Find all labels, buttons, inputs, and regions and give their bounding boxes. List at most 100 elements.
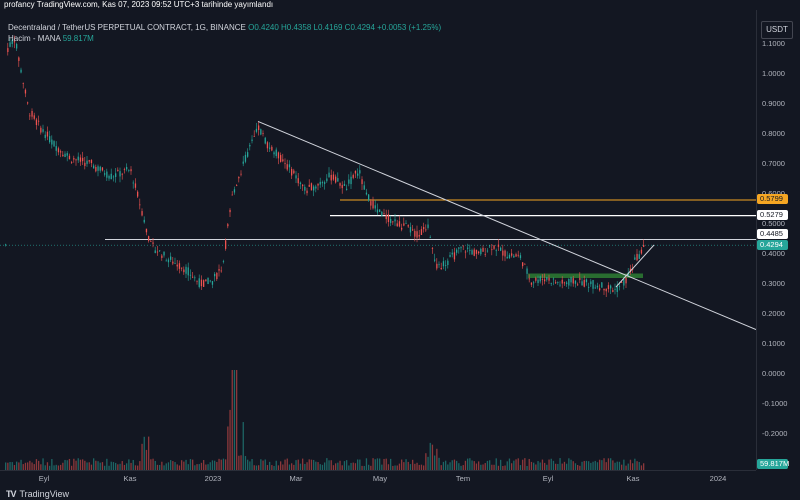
volume-bar bbox=[445, 460, 447, 470]
candle bbox=[383, 213, 385, 214]
candle bbox=[18, 57, 20, 61]
volume-bar bbox=[167, 462, 170, 470]
volume-bar bbox=[40, 464, 42, 470]
candle bbox=[453, 252, 456, 260]
candle bbox=[253, 136, 255, 137]
volume-bar bbox=[137, 465, 139, 470]
candle bbox=[275, 149, 277, 157]
volume-bar bbox=[524, 458, 526, 470]
volume-bar bbox=[304, 463, 306, 470]
volume-bar bbox=[539, 462, 541, 470]
candle bbox=[456, 249, 458, 253]
volume-bar bbox=[403, 462, 405, 470]
time-tick-label: Kas bbox=[123, 474, 137, 483]
candle bbox=[447, 260, 449, 266]
volume-bar bbox=[247, 459, 249, 470]
price-chart[interactable] bbox=[0, 10, 757, 470]
volume-bar bbox=[374, 459, 376, 470]
candle bbox=[434, 259, 436, 261]
volume-bar bbox=[227, 426, 229, 470]
volume-bar bbox=[491, 464, 493, 470]
candle bbox=[563, 282, 566, 284]
volume-bar bbox=[414, 463, 416, 470]
volume-bar bbox=[632, 463, 634, 470]
volume-bar bbox=[220, 459, 222, 470]
volume-bar bbox=[517, 458, 519, 470]
volume-bar bbox=[330, 460, 332, 470]
candle bbox=[295, 175, 297, 179]
candle bbox=[506, 256, 508, 259]
candle bbox=[357, 173, 359, 176]
volume-label[interactable]: Hacim - MANA bbox=[8, 34, 61, 43]
candle bbox=[183, 269, 185, 273]
symbol-title[interactable]: Decentraland / TetherUS PERPETUAL CONTRA… bbox=[8, 23, 246, 32]
volume-bar bbox=[616, 461, 618, 470]
candle bbox=[302, 184, 304, 187]
candle bbox=[425, 229, 427, 231]
candle bbox=[33, 115, 35, 119]
volume-bar bbox=[594, 460, 596, 470]
candle bbox=[310, 183, 313, 191]
volume-bar bbox=[317, 462, 319, 470]
tradingview-logo[interactable]: TV TradingView bbox=[6, 488, 69, 500]
volume-bar bbox=[174, 462, 176, 470]
candle bbox=[398, 221, 401, 227]
volume-bar bbox=[183, 461, 185, 470]
volume-bar bbox=[293, 464, 295, 470]
candle bbox=[101, 167, 104, 171]
candle bbox=[451, 252, 453, 255]
volume-bar bbox=[269, 461, 271, 470]
candle bbox=[317, 183, 319, 186]
candle bbox=[590, 281, 592, 285]
volume-bar bbox=[643, 463, 645, 470]
volume-bar bbox=[115, 462, 117, 470]
candle bbox=[596, 285, 599, 288]
candle bbox=[156, 251, 159, 253]
volume-bar bbox=[86, 462, 88, 470]
candle bbox=[405, 222, 407, 224]
volume-bar bbox=[427, 456, 429, 470]
low-value: L0.4169 bbox=[313, 23, 343, 32]
volume-bar bbox=[126, 463, 128, 470]
volume-bar bbox=[603, 458, 605, 470]
volume-bar bbox=[495, 458, 497, 470]
chart-area[interactable]: Decentraland / TetherUS PERPETUAL CONTRA… bbox=[0, 10, 757, 470]
time-axis[interactable]: Eyl Kas 2023 Mar May Tem Eyl Kas 2024 bbox=[0, 470, 756, 485]
tradingview-icon: TV bbox=[6, 489, 16, 499]
candle bbox=[577, 284, 579, 286]
volume-bar bbox=[198, 464, 200, 470]
volume-bar bbox=[194, 465, 196, 470]
candle bbox=[583, 279, 585, 287]
currency-button[interactable]: USDT bbox=[761, 21, 793, 39]
volume-bar bbox=[13, 465, 16, 470]
candle bbox=[82, 157, 84, 162]
time-tick-label: Mar bbox=[289, 474, 303, 483]
volume-bar bbox=[38, 460, 40, 470]
candle bbox=[403, 223, 405, 226]
candle bbox=[207, 277, 209, 284]
change-value: +0.0053 (+1.25%) bbox=[377, 23, 442, 32]
volume-bar bbox=[141, 443, 143, 470]
candle bbox=[387, 214, 390, 222]
volume-bar bbox=[209, 462, 211, 470]
candle bbox=[640, 249, 643, 254]
volume-bar bbox=[29, 460, 31, 470]
volume-bar bbox=[550, 458, 552, 470]
candle bbox=[16, 43, 18, 49]
candle bbox=[154, 250, 156, 254]
candle bbox=[29, 115, 31, 117]
volume-bar bbox=[176, 464, 178, 470]
candle bbox=[266, 142, 269, 149]
volume-bar bbox=[383, 458, 385, 470]
volume-bar bbox=[192, 459, 194, 470]
price-tick-label: 0.7000 bbox=[762, 159, 785, 168]
volume-bar bbox=[396, 465, 398, 470]
candle bbox=[216, 272, 218, 280]
candle bbox=[469, 250, 471, 252]
price-tick-label: 0.0000 bbox=[762, 369, 785, 378]
volume-bar bbox=[544, 462, 546, 470]
volume-bar bbox=[18, 462, 20, 470]
candle bbox=[396, 223, 398, 227]
downtrend-line bbox=[257, 120, 757, 331]
candle bbox=[139, 204, 141, 206]
